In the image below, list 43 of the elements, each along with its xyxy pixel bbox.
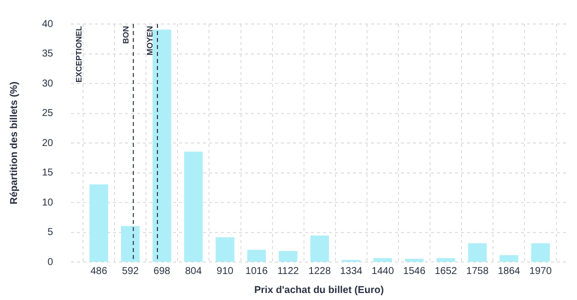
y-tick-label: 30 (42, 78, 54, 90)
bar (278, 250, 298, 262)
y-tick-label: 20 (42, 138, 54, 149)
x-axis-title: Prix d'achat du billet (Euro) (254, 284, 384, 296)
bar (89, 184, 108, 262)
y-tick-label: 40 (42, 18, 54, 30)
y-tick-label: 35 (42, 48, 54, 60)
annotation: EXCEPTIONEL (74, 26, 84, 82)
x-tick-label: 1228 (308, 266, 332, 277)
y-tick-label: 0 (48, 256, 54, 268)
y-axis-title: Répartition des billets (%) (8, 82, 20, 204)
bar (152, 30, 172, 262)
bar (404, 258, 424, 262)
y-tick-label: 5 (48, 227, 54, 238)
x-tick-label: 1440 (372, 266, 394, 277)
bar (310, 235, 329, 262)
x-tick-label: 1334 (340, 266, 363, 277)
y-tick-label: 10 (42, 197, 54, 208)
bar (121, 226, 140, 262)
x-tick-label: 698 (154, 266, 171, 277)
bar (500, 255, 518, 262)
ref-line-label: BON (122, 26, 131, 44)
bar (373, 258, 392, 262)
x-tick-label: 1016 (245, 266, 268, 277)
bar (436, 258, 456, 262)
bar (247, 250, 266, 262)
bar (531, 243, 550, 262)
x-tick-label: 1652 (434, 266, 458, 277)
x-tick-label: 1970 (529, 266, 552, 277)
bar (468, 243, 487, 262)
x-tick-label: 1758 (466, 266, 489, 277)
x-tick-label: 1546 (403, 266, 426, 277)
x-tick-label: 1864 (498, 266, 521, 277)
y-tick-label: 15 (42, 168, 54, 178)
x-tick-label: 1122 (277, 266, 300, 277)
x-tick-label: 486 (90, 266, 108, 277)
bar (184, 152, 203, 262)
x-tick-label: 804 (185, 266, 202, 277)
y-tick-label: 25 (42, 108, 54, 119)
ref-line-label: MOYEN (146, 26, 155, 56)
bar (216, 237, 234, 262)
x-tick-label: 910 (216, 266, 234, 277)
x-tick-label: 592 (122, 266, 140, 277)
